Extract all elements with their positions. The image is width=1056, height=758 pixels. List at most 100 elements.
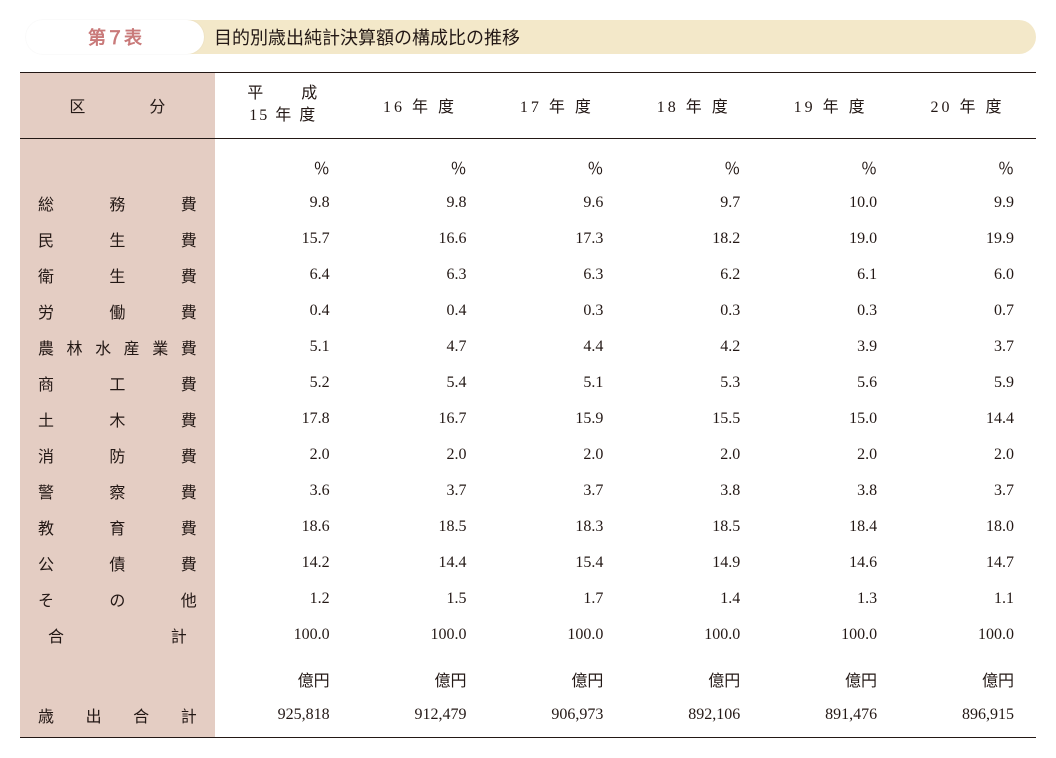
- table-row: 民生費15.716.617.318.219.019.9: [20, 221, 1036, 257]
- row-label: その他: [20, 581, 215, 617]
- cell-value: 4.7: [352, 329, 489, 365]
- cell-value: 3.8: [625, 473, 762, 509]
- table-row: 歳出合計925,818912,479906,973892,106891,4768…: [20, 697, 1036, 738]
- table-row: 億円億円億円億円億円億円: [20, 653, 1036, 697]
- cell-value: 5.1: [488, 365, 625, 401]
- table-row: 商工費5.25.45.15.35.65.9: [20, 365, 1036, 401]
- cell-value: 億円: [625, 653, 762, 697]
- row-label: 歳出合計: [20, 697, 215, 738]
- row-label: 総務費: [20, 185, 215, 221]
- category-header: 区 分: [20, 73, 215, 139]
- cell-value: 18.5: [352, 509, 489, 545]
- cell-value: 6.3: [352, 257, 489, 293]
- page-container: 第７表 目的別歳出純計決算額の構成比の推移 区 分 平 成 15 年 度 16 …: [20, 20, 1036, 738]
- cell-value: 17.3: [488, 221, 625, 257]
- cell-value: 3.9: [762, 329, 899, 365]
- cell-value: 19.9: [899, 221, 1036, 257]
- cell-value: 9.7: [625, 185, 762, 221]
- cell-value: 6.0: [899, 257, 1036, 293]
- cell-value: 14.6: [762, 545, 899, 581]
- cell-value: ％: [625, 139, 762, 186]
- year-header-line1: 平 成: [247, 85, 319, 102]
- row-label: 警察費: [20, 473, 215, 509]
- cell-value: 100.0: [762, 617, 899, 653]
- table-row: 公債費14.214.415.414.914.614.7: [20, 545, 1036, 581]
- table-row: 合計100.0100.0100.0100.0100.0100.0: [20, 617, 1036, 653]
- cell-value: 3.7: [899, 329, 1036, 365]
- year-header-h15: 平 成 15 年 度: [215, 73, 352, 139]
- cell-value: 18.6: [215, 509, 352, 545]
- cell-value: 1.4: [625, 581, 762, 617]
- table-row: 総務費9.89.89.69.710.09.9: [20, 185, 1036, 221]
- row-label: 合計: [20, 617, 215, 653]
- cell-value: 15.0: [762, 401, 899, 437]
- cell-value: 5.1: [215, 329, 352, 365]
- cell-value: 17.8: [215, 401, 352, 437]
- cell-value: ％: [215, 139, 352, 186]
- cell-value: 1.3: [762, 581, 899, 617]
- year-header-18: 18 年 度: [625, 73, 762, 139]
- cell-value: 1.1: [899, 581, 1036, 617]
- data-table: 区 分 平 成 15 年 度 16 年 度 17 年 度 18 年 度 19 年…: [20, 72, 1036, 738]
- cell-value: 15.7: [215, 221, 352, 257]
- cell-value: ％: [352, 139, 489, 186]
- cell-value: 100.0: [215, 617, 352, 653]
- cell-value: 15.9: [488, 401, 625, 437]
- table-body: ％％％％％％総務費9.89.89.69.710.09.9民生費15.716.61…: [20, 139, 1036, 738]
- cell-value: 億円: [215, 653, 352, 697]
- cell-value: 2.0: [488, 437, 625, 473]
- cell-value: 891,476: [762, 697, 899, 738]
- row-label: 公債費: [20, 545, 215, 581]
- cell-value: 1.2: [215, 581, 352, 617]
- table-row: 土木費17.816.715.915.515.014.4: [20, 401, 1036, 437]
- cell-value: 5.9: [899, 365, 1036, 401]
- year-header-20: 20 年 度: [899, 73, 1036, 139]
- table-number-tab: 第７表: [26, 20, 204, 54]
- table-row: ％％％％％％: [20, 139, 1036, 186]
- cell-value: 9.6: [488, 185, 625, 221]
- cell-value: 3.8: [762, 473, 899, 509]
- cell-value: 19.0: [762, 221, 899, 257]
- cell-value: 億円: [488, 653, 625, 697]
- cell-value: 18.5: [625, 509, 762, 545]
- cell-value: 億円: [899, 653, 1036, 697]
- row-label: 衛生費: [20, 257, 215, 293]
- year-header-19: 19 年 度: [762, 73, 899, 139]
- cell-value: 6.3: [488, 257, 625, 293]
- cell-value: 2.0: [762, 437, 899, 473]
- cell-value: 2.0: [625, 437, 762, 473]
- cell-value: 3.6: [215, 473, 352, 509]
- cell-value: 6.1: [762, 257, 899, 293]
- cell-value: 5.6: [762, 365, 899, 401]
- cell-value: 2.0: [899, 437, 1036, 473]
- table-row: 消防費2.02.02.02.02.02.0: [20, 437, 1036, 473]
- cell-value: 15.5: [625, 401, 762, 437]
- row-label: [20, 139, 215, 186]
- year-header-line2: 15 年 度: [249, 107, 317, 124]
- cell-value: 16.7: [352, 401, 489, 437]
- cell-value: 4.4: [488, 329, 625, 365]
- table-title-banner: 目的別歳出純計決算額の構成比の推移: [186, 20, 1036, 54]
- cell-value: 100.0: [899, 617, 1036, 653]
- cell-value: 2.0: [215, 437, 352, 473]
- table-row: 衛生費6.46.36.36.26.16.0: [20, 257, 1036, 293]
- cell-value: 18.4: [762, 509, 899, 545]
- cell-value: 0.4: [215, 293, 352, 329]
- cell-value: 100.0: [625, 617, 762, 653]
- row-label: 商工費: [20, 365, 215, 401]
- cell-value: 14.7: [899, 545, 1036, 581]
- cell-value: 18.3: [488, 509, 625, 545]
- table-row: 農林水産業費5.14.74.44.23.93.7: [20, 329, 1036, 365]
- cell-value: ％: [762, 139, 899, 186]
- cell-value: 14.4: [899, 401, 1036, 437]
- cell-value: 896,915: [899, 697, 1036, 738]
- cell-value: 3.7: [488, 473, 625, 509]
- cell-value: 14.9: [625, 545, 762, 581]
- table-row: その他1.21.51.71.41.31.1: [20, 581, 1036, 617]
- cell-value: 18.2: [625, 221, 762, 257]
- cell-value: 0.4: [352, 293, 489, 329]
- cell-value: 9.8: [352, 185, 489, 221]
- cell-value: 3.7: [352, 473, 489, 509]
- cell-value: 18.0: [899, 509, 1036, 545]
- cell-value: 9.9: [899, 185, 1036, 221]
